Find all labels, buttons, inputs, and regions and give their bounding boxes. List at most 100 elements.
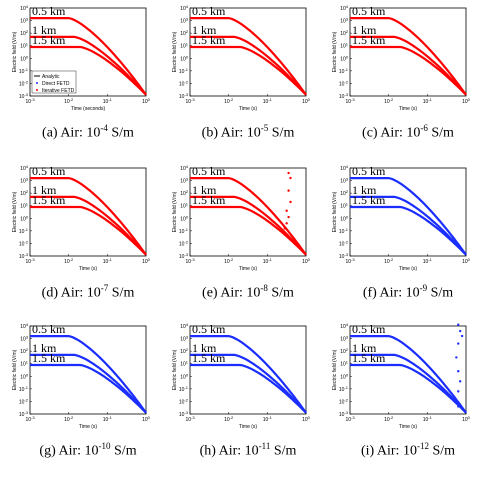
- series-label-3: 1.5 km: [192, 33, 226, 47]
- plot-frame: [189, 167, 307, 257]
- x-axis-label: Time (s): [239, 106, 257, 112]
- y-tick-label: 10-1: [339, 227, 349, 235]
- caption-exponent: -12: [416, 441, 429, 451]
- y-tick-label: 10-1: [179, 227, 189, 235]
- marker-point: [455, 356, 458, 359]
- y-tick-label: 10-2: [179, 239, 189, 247]
- series-line-2: [350, 195, 467, 256]
- y-axis-label: Electric field (V/m): [12, 31, 18, 72]
- series-label-1: 0.5 km: [32, 4, 66, 18]
- y-axis-label: Electric field (V/m): [332, 349, 338, 390]
- x-axis-label: Time (s): [79, 266, 97, 272]
- series-line-2: [190, 353, 307, 414]
- panel-caption: (h) Air: 10-11 S/m: [173, 441, 323, 460]
- legend-entry: Direct FETD: [42, 81, 70, 87]
- y-tick-label: 10-1: [179, 385, 189, 393]
- caption-text: (d) Air: 10: [41, 285, 101, 301]
- series-label-2: 1 km: [32, 23, 57, 37]
- marker-point: [287, 171, 290, 175]
- series-label-2: 1 km: [192, 183, 217, 197]
- series-label-2: 1 km: [192, 341, 217, 355]
- x-tick-label: 10-3: [25, 415, 35, 423]
- marker-point: [283, 227, 286, 230]
- x-axis-label: Time (s): [399, 106, 417, 112]
- panel-i: 10-3 10-2 10-1 10010-310-210-11001011021031…: [332, 322, 471, 430]
- caption-unit: S/m: [270, 443, 297, 459]
- series-line-1: [350, 17, 467, 96]
- y-tick-label: 10-3: [339, 252, 349, 260]
- y-tick-label: 103: [180, 17, 189, 25]
- y-tick-label: 101: [20, 42, 29, 50]
- plot-frame: [189, 7, 307, 97]
- y-axis-label: Electric field (V/m): [332, 31, 338, 72]
- series-label-3: 1.5 km: [352, 193, 386, 207]
- x-tick-label: 10-3: [185, 415, 195, 423]
- marker-point: [457, 405, 460, 408]
- y-tick-label: 10-2: [179, 79, 189, 87]
- y-tick-label: 102: [340, 189, 349, 197]
- x-tick-label: 10-3: [185, 97, 195, 105]
- y-tick-label: 10-1: [19, 67, 29, 75]
- marker-point: [289, 200, 292, 204]
- x-axis-label: Time (s): [239, 424, 257, 430]
- caption-text: (h) Air: 10: [199, 443, 259, 459]
- y-tick-label: 103: [340, 177, 349, 185]
- series-label-1: 0.5 km: [32, 164, 66, 178]
- series-label-1: 0.5 km: [352, 164, 386, 178]
- x-tick-label: 10-3: [345, 257, 355, 265]
- caption-exponent: -5: [260, 123, 269, 133]
- panel-caption: (i) Air: 10-12 S/m: [333, 441, 480, 460]
- caption-unit: S/m: [108, 285, 135, 301]
- y-tick-label: 10-2: [339, 239, 349, 247]
- y-tick-label: 10-3: [19, 252, 29, 260]
- y-tick-label: 103: [20, 177, 29, 185]
- marker-point: [457, 342, 460, 345]
- series-line-1: [30, 335, 147, 414]
- series-line-3: [350, 363, 467, 414]
- x-tick-label: 10-1: [423, 415, 433, 423]
- y-tick-label: 100: [340, 214, 349, 222]
- y-tick-label: 100: [340, 54, 349, 62]
- series-line-3: [30, 205, 147, 256]
- y-tick-label: 101: [340, 360, 349, 368]
- series-line-1: [190, 335, 307, 414]
- y-tick-label: 10-3: [19, 92, 29, 100]
- marker-point: [457, 323, 460, 326]
- series-line-2: [30, 35, 147, 96]
- y-tick-label: 10-2: [339, 397, 349, 405]
- panel-b: 10-3 10-2 10-1 10010-310-210-11001011021031…: [172, 4, 311, 112]
- caption-unit: S/m: [427, 125, 454, 141]
- caption-text: (e) Air: 10: [202, 285, 261, 301]
- y-tick-label: 104: [20, 164, 29, 172]
- y-tick-label: 10-3: [179, 410, 189, 418]
- legend-entry: Iterative FETD: [42, 88, 75, 94]
- y-axis-label: Electric field (V/m): [172, 191, 178, 232]
- series-label-1: 0.5 km: [192, 4, 226, 18]
- y-tick-label: 100: [340, 372, 349, 380]
- series-line-1: [30, 177, 147, 256]
- y-tick-label: 101: [180, 360, 189, 368]
- caption-unit: S/m: [427, 285, 454, 301]
- legend-entry: Analytic: [42, 74, 60, 80]
- y-axis-label: Electric field (V/m): [172, 31, 178, 72]
- y-tick-label: 10-1: [339, 385, 349, 393]
- series-label-3: 1.5 km: [32, 33, 66, 47]
- series-line-2: [350, 353, 467, 414]
- y-tick-label: 102: [180, 347, 189, 355]
- marker-point: [457, 390, 460, 393]
- plot-frame: [349, 325, 467, 415]
- x-tick-label: 10-1: [263, 257, 273, 265]
- y-tick-label: 10-3: [19, 410, 29, 418]
- y-tick-label: 102: [20, 347, 29, 355]
- series-label-3: 1.5 km: [32, 193, 66, 207]
- y-tick-label: 102: [340, 29, 349, 37]
- x-tick-label: 10-1: [263, 415, 273, 423]
- series-label-3: 1.5 km: [192, 193, 226, 207]
- y-tick-label: 100: [20, 372, 29, 380]
- series-label-2: 1 km: [352, 183, 377, 197]
- y-tick-label: 10-3: [179, 92, 189, 100]
- y-tick-label: 102: [340, 347, 349, 355]
- legend-swatch-dot: [36, 89, 38, 91]
- series-label-3: 1.5 km: [192, 351, 226, 365]
